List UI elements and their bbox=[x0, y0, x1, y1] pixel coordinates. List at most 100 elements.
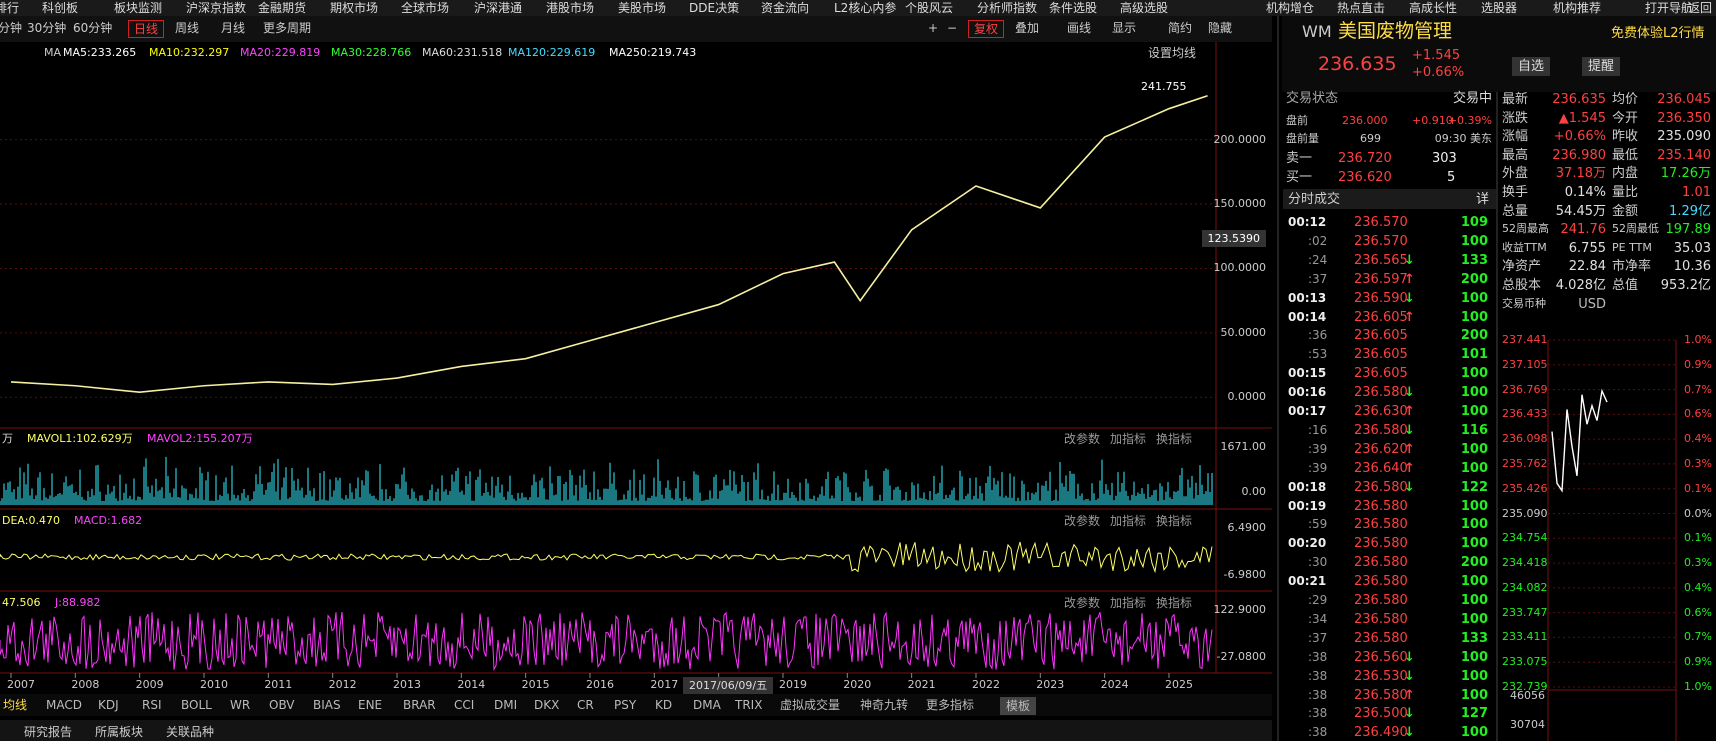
indicator-tab[interactable]: 均线 bbox=[3, 698, 28, 712]
indicator-tab[interactable]: 模板 bbox=[1000, 697, 1037, 715]
indicator-tab[interactable]: BOLL bbox=[181, 698, 212, 712]
trade-price: 236.640 bbox=[1354, 460, 1408, 476]
pane-button[interactable]: 改参数 bbox=[1064, 514, 1101, 528]
tool-button[interactable]: 复权 bbox=[968, 20, 1005, 38]
tool-button[interactable]: 画线 bbox=[1067, 21, 1092, 35]
indicator-tab[interactable]: KDJ bbox=[98, 698, 119, 712]
menu-item[interactable]: 选股器 bbox=[1481, 1, 1518, 15]
stat-label: 52周最高 bbox=[1502, 222, 1549, 236]
year-label: 2013 bbox=[392, 678, 421, 691]
trade-time: :59 bbox=[1308, 517, 1328, 532]
year-label: 2019 bbox=[778, 678, 807, 691]
pane-button[interactable]: 换指标 bbox=[1156, 432, 1193, 446]
pane-button[interactable]: 改参数 bbox=[1064, 432, 1101, 446]
menu-item[interactable]: 板块监测 bbox=[114, 1, 163, 15]
indicator-tab[interactable]: DMI bbox=[494, 698, 518, 712]
indicator-tab[interactable]: BRAR bbox=[403, 698, 436, 712]
intraday-price-label: 232.739 bbox=[1502, 680, 1548, 693]
indicator-tab[interactable]: RSI bbox=[142, 698, 162, 712]
tool-button[interactable]: 简约 bbox=[1168, 21, 1193, 35]
menu-item[interactable]: 沪深京指数 bbox=[186, 1, 247, 15]
trade-time: 00:16 bbox=[1288, 385, 1327, 400]
tool-button[interactable]: 显示 bbox=[1112, 21, 1137, 35]
pane-button[interactable]: 加指标 bbox=[1110, 596, 1147, 610]
menu-item[interactable]: 高级选股 bbox=[1120, 1, 1169, 15]
year-label: 2022 bbox=[971, 678, 1000, 691]
tool-button[interactable]: 叠加 bbox=[1015, 21, 1040, 35]
indicator-tab[interactable]: 更多指标 bbox=[926, 698, 975, 712]
indicator-tab[interactable]: CR bbox=[577, 698, 594, 712]
menu-item[interactable]: 机构增仓 bbox=[1266, 1, 1315, 15]
period-tab[interactable]: 月线 bbox=[221, 21, 246, 35]
menu-item[interactable]: 沪深港通 bbox=[474, 1, 523, 15]
indicator-tab[interactable]: 神奇九转 bbox=[860, 698, 909, 712]
period-tab[interactable]: 分钟 bbox=[0, 21, 23, 35]
indicator-tab[interactable]: KD bbox=[655, 698, 673, 712]
menu-item[interactable]: 资金流向 bbox=[761, 1, 810, 15]
menu-item[interactable]: 打开导航 bbox=[1645, 1, 1694, 15]
period-tab[interactable]: 日线 bbox=[128, 20, 165, 38]
pane-button[interactable]: 换指标 bbox=[1156, 514, 1193, 528]
bottom-tab[interactable]: 所属板块 bbox=[95, 725, 144, 739]
menu-item[interactable]: 科创板 bbox=[42, 1, 79, 15]
indicator-tab[interactable]: MACD bbox=[46, 698, 82, 712]
label[interactable]: 详 bbox=[1476, 192, 1490, 207]
pane-button[interactable]: 加指标 bbox=[1110, 514, 1147, 528]
indicator-tab[interactable]: DKX bbox=[534, 698, 560, 712]
indicator-tab[interactable]: ENE bbox=[358, 698, 383, 712]
menu-item[interactable]: 金融期货 bbox=[258, 1, 307, 15]
stat-value: USD bbox=[1578, 296, 1606, 312]
menu-item[interactable]: 条件选股 bbox=[1049, 1, 1098, 15]
menu-item[interactable]: 高成长性 bbox=[1409, 1, 1458, 15]
indicator-tab[interactable]: CCI bbox=[454, 698, 475, 712]
menu-item[interactable]: 美股市场 bbox=[618, 1, 667, 15]
menu-item[interactable]: 热点直击 bbox=[1337, 1, 1386, 15]
pane-button[interactable]: 加指标 bbox=[1110, 432, 1147, 446]
price-pct: +0.66% bbox=[1412, 65, 1465, 80]
trade-arrow: ↓ bbox=[1404, 706, 1415, 722]
indicator-tab[interactable]: WR bbox=[230, 698, 251, 712]
menu-item[interactable]: 期权市场 bbox=[330, 1, 379, 15]
pane-button[interactable]: 改参数 bbox=[1064, 596, 1101, 610]
pane-button[interactable]: 换指标 bbox=[1156, 596, 1193, 610]
menu-item[interactable]: 机构推荐 bbox=[1553, 1, 1602, 15]
menu-item[interactable]: 排行 bbox=[0, 1, 20, 15]
intraday-price-label: 234.418 bbox=[1502, 556, 1548, 570]
trade-time: :02 bbox=[1308, 233, 1328, 248]
tool-button[interactable]: + bbox=[928, 21, 939, 35]
menu-item[interactable]: 全球市场 bbox=[401, 1, 450, 15]
period-tab[interactable]: 30分钟 bbox=[27, 21, 67, 35]
label: 236.000 bbox=[1342, 114, 1388, 127]
trade-volume: 200 bbox=[1460, 555, 1488, 571]
menu-item[interactable]: 分析师指数 bbox=[977, 1, 1038, 15]
indicator-tab[interactable]: TRIX bbox=[735, 698, 763, 712]
watch-button[interactable]: 自选 bbox=[1512, 57, 1551, 76]
l2-link[interactable]: 免费体验L2行情 bbox=[1611, 26, 1705, 41]
period-tab[interactable]: 周线 bbox=[175, 21, 200, 35]
indicator-tab[interactable]: OBV bbox=[269, 698, 295, 712]
ma-setting[interactable]: 设置均线 bbox=[1148, 46, 1197, 60]
intraday-vol-label: 46056 bbox=[1510, 689, 1545, 702]
trade-arrow: ↓ bbox=[1404, 725, 1415, 741]
menu-item[interactable]: DDE决策 bbox=[689, 1, 740, 15]
menu-item[interactable]: L2核心内参 bbox=[834, 1, 897, 15]
stat-label: 外盘 bbox=[1502, 166, 1529, 182]
period-tab[interactable]: 更多周期 bbox=[263, 21, 312, 35]
indicator-tab[interactable]: PSY bbox=[614, 698, 637, 712]
indicator-tab[interactable]: DMA bbox=[693, 698, 721, 712]
menu-item[interactable]: 港股市场 bbox=[546, 1, 595, 15]
period-tab[interactable]: 60分钟 bbox=[73, 21, 113, 35]
menu-item[interactable]: 返回 bbox=[1688, 1, 1713, 15]
tool-button[interactable]: − bbox=[947, 21, 958, 35]
intraday-price-label: 235.090 bbox=[1502, 506, 1548, 520]
bottom-tab[interactable]: 关联品种 bbox=[166, 725, 215, 739]
tool-button[interactable]: 隐藏 bbox=[1208, 21, 1233, 35]
intraday-pct-label: 0.7% bbox=[1684, 630, 1712, 644]
bottom-tab[interactable]: 研究报告 bbox=[24, 725, 73, 739]
alert-button[interactable]: 提醒 bbox=[1582, 57, 1621, 76]
stat-value: 35.03 bbox=[1673, 240, 1711, 256]
indicator-tab[interactable]: BIAS bbox=[313, 698, 341, 712]
menu-item[interactable]: 个股风云 bbox=[905, 1, 954, 15]
indicator-tab[interactable]: 虚拟成交量 bbox=[780, 698, 841, 712]
